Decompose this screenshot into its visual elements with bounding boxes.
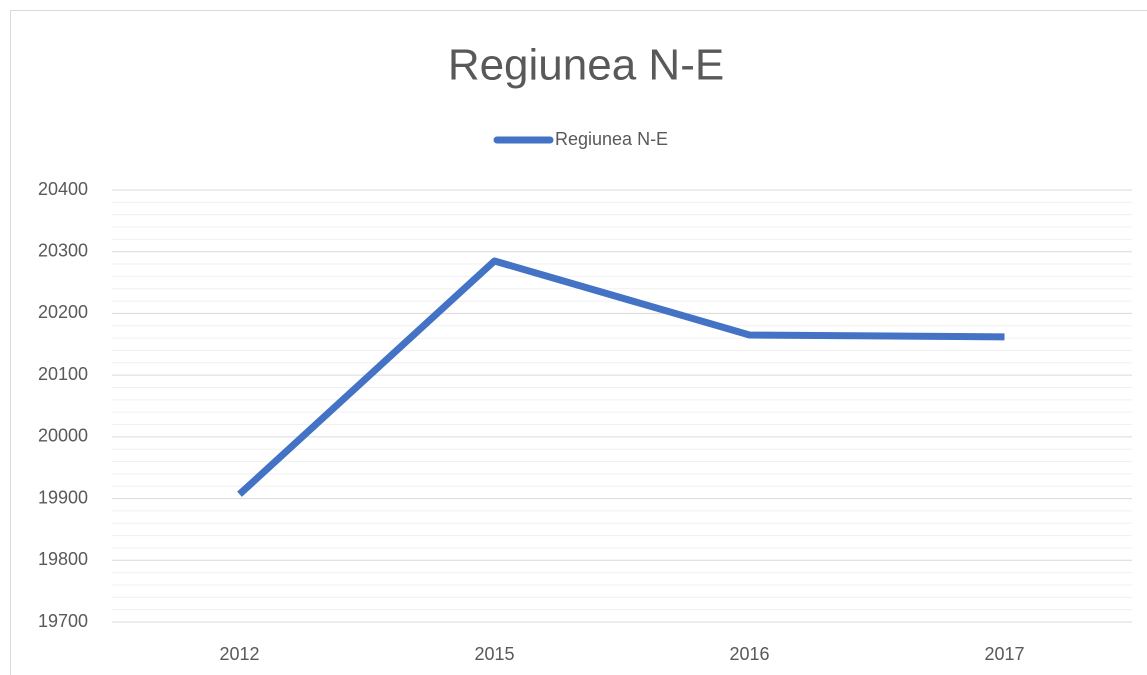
y-tick-label: 20300 <box>38 240 88 260</box>
chart-title: Regiunea N-E <box>448 41 724 90</box>
y-tick-label: 20100 <box>38 364 88 384</box>
legend-label: Regiunea N-E <box>555 129 668 149</box>
x-tick-label: 2016 <box>729 644 769 664</box>
x-tick-label: 2015 <box>474 644 514 664</box>
y-tick-label: 19900 <box>38 487 88 507</box>
y-tick-label: 19700 <box>38 611 88 631</box>
data-line <box>237 257 1005 497</box>
x-tick-label: 2017 <box>984 644 1024 664</box>
chart-border <box>10 10 1147 675</box>
y-tick-label: 19800 <box>38 549 88 569</box>
y-tick-label: 20400 <box>38 179 88 199</box>
y-tick-label: 20000 <box>38 426 88 446</box>
x-tick-label: 2012 <box>219 644 259 664</box>
y-tick-label: 20200 <box>38 302 88 322</box>
